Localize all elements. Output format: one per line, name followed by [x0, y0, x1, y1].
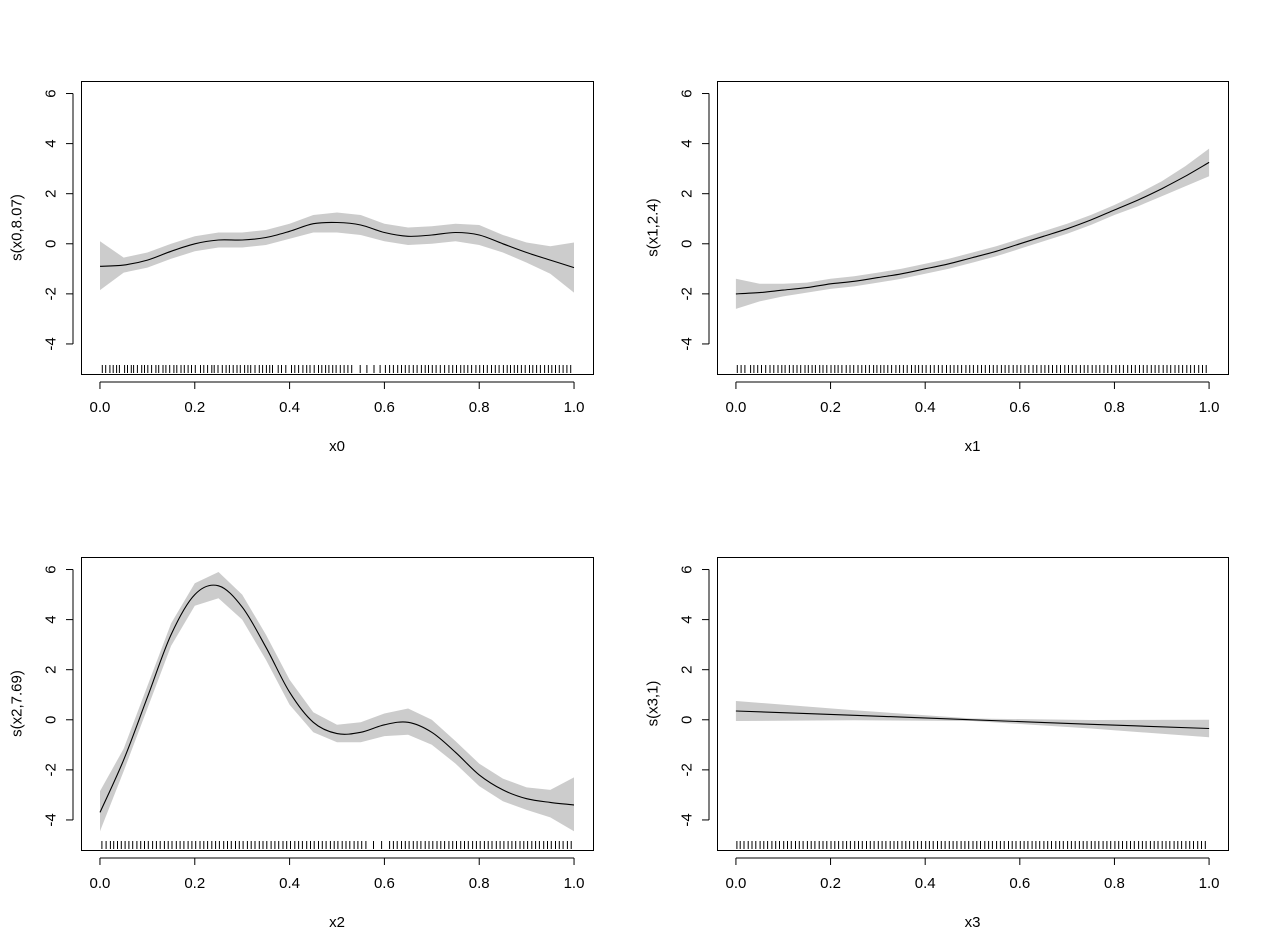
x-axis-label: x1: [965, 438, 981, 455]
x-tick-label: 0.4: [915, 399, 936, 416]
y-tick-label: -2: [679, 287, 696, 300]
x-tick-label: 0.2: [184, 875, 205, 892]
x-tick-label: 0.4: [279, 875, 300, 892]
y-tick-label: 0: [679, 716, 696, 724]
y-tick-label: 4: [43, 615, 60, 623]
x-tick-label: 0.2: [820, 875, 841, 892]
rug: [101, 841, 572, 849]
rug: [101, 365, 572, 373]
x-tick-label: 0.2: [820, 399, 841, 416]
y-tick-label: 0: [43, 240, 60, 248]
x-tick-label: 0.0: [725, 399, 746, 416]
y-tick-label: 6: [43, 565, 60, 573]
x-tick-label: 1.0: [564, 399, 585, 416]
x-tick-label: 0.6: [374, 875, 395, 892]
plot-frame: [717, 81, 1229, 375]
x-axis-label: x0: [329, 438, 345, 455]
y-tick-label: 0: [679, 240, 696, 248]
plot-frame: [81, 81, 594, 375]
x-tick-label: 1.0: [564, 875, 585, 892]
rug: [736, 365, 1207, 373]
y-tick-label: 6: [43, 89, 60, 97]
confidence-band: [735, 701, 1210, 738]
x-tick-label: 0.4: [915, 875, 936, 892]
rug: [736, 841, 1206, 849]
y-tick-label: 2: [679, 190, 696, 198]
x-tick-label: 0.8: [1104, 399, 1125, 416]
panel-x2: 0.0 0.2 0.4 0.6 0.8 1.0 -4 -2 0 2 4 6 x2 s(x2,7.69): [9, 557, 594, 931]
panel-x0: 0.0 0.2 0.4 0.6 0.8 1.0 -4 -2 0 2 4 6 x0 s(x0,8.07): [9, 81, 594, 455]
y-tick-label: 4: [43, 139, 60, 147]
plot-frame: [717, 557, 1229, 851]
confidence-band: [100, 572, 574, 832]
y-tick-label: -4: [43, 337, 60, 350]
x-tick-label: 0.6: [374, 399, 395, 416]
y-tick-label: 2: [43, 190, 60, 198]
fitted-smooth-line: [99, 221, 575, 269]
x-tick-label: 0.2: [184, 399, 205, 416]
x-tick-label: 0.0: [725, 875, 746, 892]
x-tick-label: 0.8: [469, 399, 490, 416]
y-tick-label: 6: [679, 565, 696, 573]
y-tick-label: -4: [679, 337, 696, 350]
y-tick-label: -4: [679, 813, 696, 826]
y-tick-label: -4: [43, 813, 60, 826]
x-tick-label: 1.0: [1199, 399, 1220, 416]
fitted-smooth-line: [99, 584, 575, 813]
x-tick-label: 1.0: [1199, 875, 1220, 892]
y-axis-label: s(x2,7.69): [9, 670, 26, 737]
fitted-smooth-line: [735, 161, 1210, 295]
y-tick-label: 4: [679, 615, 696, 623]
fitted-smooth-line: [735, 710, 1210, 730]
y-tick-label: -2: [43, 763, 60, 776]
x-axis-label: x3: [965, 914, 981, 931]
panel-x3: 0.0 0.2 0.4 0.6 0.8 1.0 -4 -2 0 2 4 6 x3 s(x3,1): [645, 557, 1229, 931]
x-tick-label: 0.6: [1009, 399, 1030, 416]
x-tick-label: 0.0: [90, 875, 111, 892]
confidence-band: [100, 212, 574, 293]
plot-frame: [81, 557, 594, 851]
x-tick-label: 0.4: [279, 399, 300, 416]
y-tick-label: 6: [679, 89, 696, 97]
confidence-band: [735, 148, 1210, 309]
x-tick-label: 0.0: [90, 399, 111, 416]
panel-x1: 0.0 0.2 0.4 0.6 0.8 1.0 -4 -2 0 2 4 6 x1 s(x1,2.4): [645, 81, 1229, 455]
y-tick-label: 2: [679, 666, 696, 674]
y-tick-label: -2: [679, 763, 696, 776]
x-tick-label: 0.6: [1009, 875, 1030, 892]
x-tick-label: 0.8: [469, 875, 490, 892]
x-axis-label: x2: [329, 914, 345, 931]
y-axis-label: s(x3,1): [645, 681, 662, 727]
y-tick-label: -2: [43, 287, 60, 300]
x-tick-label: 0.8: [1104, 875, 1125, 892]
y-axis-label: s(x1,2.4): [645, 198, 662, 256]
y-axis-label: s(x0,8.07): [9, 194, 26, 261]
y-tick-label: 2: [43, 666, 60, 674]
y-tick-label: 4: [679, 139, 696, 147]
y-tick-label: 0: [43, 716, 60, 724]
